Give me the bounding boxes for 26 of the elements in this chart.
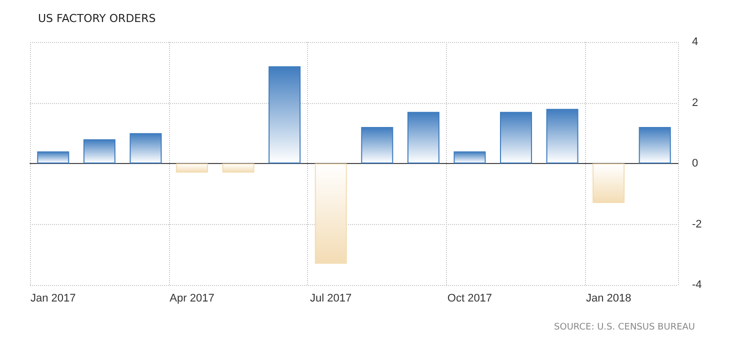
x-tick-label: Apr 2017	[170, 292, 214, 304]
bar	[268, 66, 301, 164]
x-tick-label: Jan 2017	[30, 292, 76, 304]
y-tick-label: -2	[692, 218, 702, 230]
x-tick-label: Jul 2017	[310, 292, 352, 304]
bar	[407, 112, 440, 164]
bar	[361, 127, 394, 164]
bar	[83, 139, 116, 164]
y-tick-label: -4	[692, 279, 702, 291]
y-tick-label: 0	[692, 158, 698, 170]
bar	[222, 164, 254, 173]
x-tick-label: Jan 2018	[586, 292, 632, 304]
bar	[592, 164, 625, 203]
bar	[314, 164, 347, 264]
x-tick-label: Oct 2017	[447, 292, 492, 304]
bar	[454, 151, 486, 164]
bar	[176, 164, 208, 173]
y-tick-label: 2	[692, 96, 698, 109]
y-tick-label: 4	[692, 36, 698, 48]
bar	[546, 108, 578, 164]
source-note: SOURCE: U.S. CENSUS BUREAU	[554, 322, 696, 332]
bar	[37, 151, 70, 164]
bar	[638, 127, 671, 164]
bar	[130, 133, 162, 164]
chart-title: US FACTORY ORDERS	[38, 12, 156, 25]
bar	[500, 112, 532, 164]
